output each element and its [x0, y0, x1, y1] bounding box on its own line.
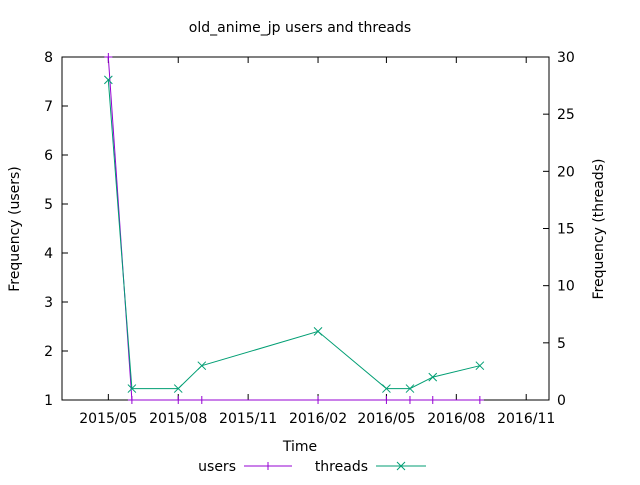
point-users	[104, 53, 113, 61]
x-axis-label: Time	[282, 439, 317, 455]
point-users	[314, 396, 323, 404]
legend-label-users: users	[198, 459, 236, 475]
x-tick-label: 2016/08	[427, 411, 485, 427]
point-threads	[382, 384, 391, 393]
marker-stroke	[103, 75, 113, 85]
y-right-tick-label: 0	[557, 393, 566, 409]
marker-stroke	[428, 372, 438, 382]
marker-stroke	[396, 461, 406, 471]
x-tick-label: 2016/05	[357, 411, 415, 427]
y-right-tick-label: 15	[557, 222, 575, 238]
legend: users threads	[198, 459, 426, 475]
plot-frame	[61, 56, 550, 401]
x-tick-label: 2015/08	[149, 411, 207, 427]
y-right-tick-label: 25	[557, 107, 575, 123]
marker-stroke	[313, 327, 323, 336]
marker-stroke	[127, 384, 137, 393]
point-threads	[475, 361, 485, 371]
marker-stroke	[173, 384, 183, 393]
y-right-tick-label: 10	[557, 279, 575, 295]
point-users	[475, 396, 484, 404]
series-line-users	[107, 56, 480, 401]
y-right-tick-label: 5	[557, 336, 566, 352]
point-threads	[173, 384, 183, 393]
point-users	[382, 396, 391, 404]
legend-marker-users	[264, 462, 272, 470]
marker-stroke	[382, 384, 391, 393]
series-line-threads	[107, 79, 481, 390]
y-left-tick-label: 5	[44, 197, 53, 213]
chart-title: old_anime_jp users and threads	[189, 20, 411, 36]
point-users	[127, 396, 136, 404]
y-left-tick-label: 1	[44, 393, 53, 409]
point-threads	[428, 372, 438, 382]
x-tick-label: 2016/11	[497, 411, 555, 427]
series-users	[104, 53, 484, 404]
point-users	[428, 396, 437, 404]
y-right-tick-label: 30	[557, 50, 575, 66]
y-axis-right-label: Frequency (threads)	[591, 159, 607, 300]
marker-stroke	[475, 361, 485, 371]
y-left-tick-label: 4	[44, 246, 53, 262]
legend-marker-threads	[396, 461, 406, 471]
marker-stroke	[197, 361, 207, 371]
y-left-tick-label: 6	[44, 148, 53, 164]
point-threads	[405, 384, 415, 393]
point-threads	[313, 327, 323, 336]
series-layer	[103, 53, 485, 404]
point-threads	[127, 384, 137, 393]
y-right-tick-label: 20	[557, 164, 575, 180]
point-users	[197, 396, 206, 404]
x-tick-label: 2015/05	[79, 411, 137, 427]
point-users	[405, 396, 414, 404]
legend-label-threads: threads	[315, 459, 368, 475]
point-users	[174, 396, 183, 404]
x-tick-label: 2016/02	[289, 411, 347, 427]
y-axis-left-label: Frequency (users)	[7, 166, 23, 292]
point-threads	[103, 75, 113, 85]
y-left-tick-label: 3	[44, 295, 53, 311]
x-tick-label: 2015/11	[219, 411, 277, 427]
y-left-tick-label: 2	[44, 344, 53, 360]
y-left-tick-label: 7	[44, 99, 53, 115]
point-threads	[197, 361, 207, 371]
marker-stroke	[405, 384, 415, 393]
axes-layer: 1 2 3 4 5 6 7 8 0 5 10 15 20 25 30 2015/05 2015/08 2015/1…	[44, 50, 575, 427]
series-threads	[103, 75, 485, 393]
y-left-tick-label: 8	[44, 50, 53, 66]
